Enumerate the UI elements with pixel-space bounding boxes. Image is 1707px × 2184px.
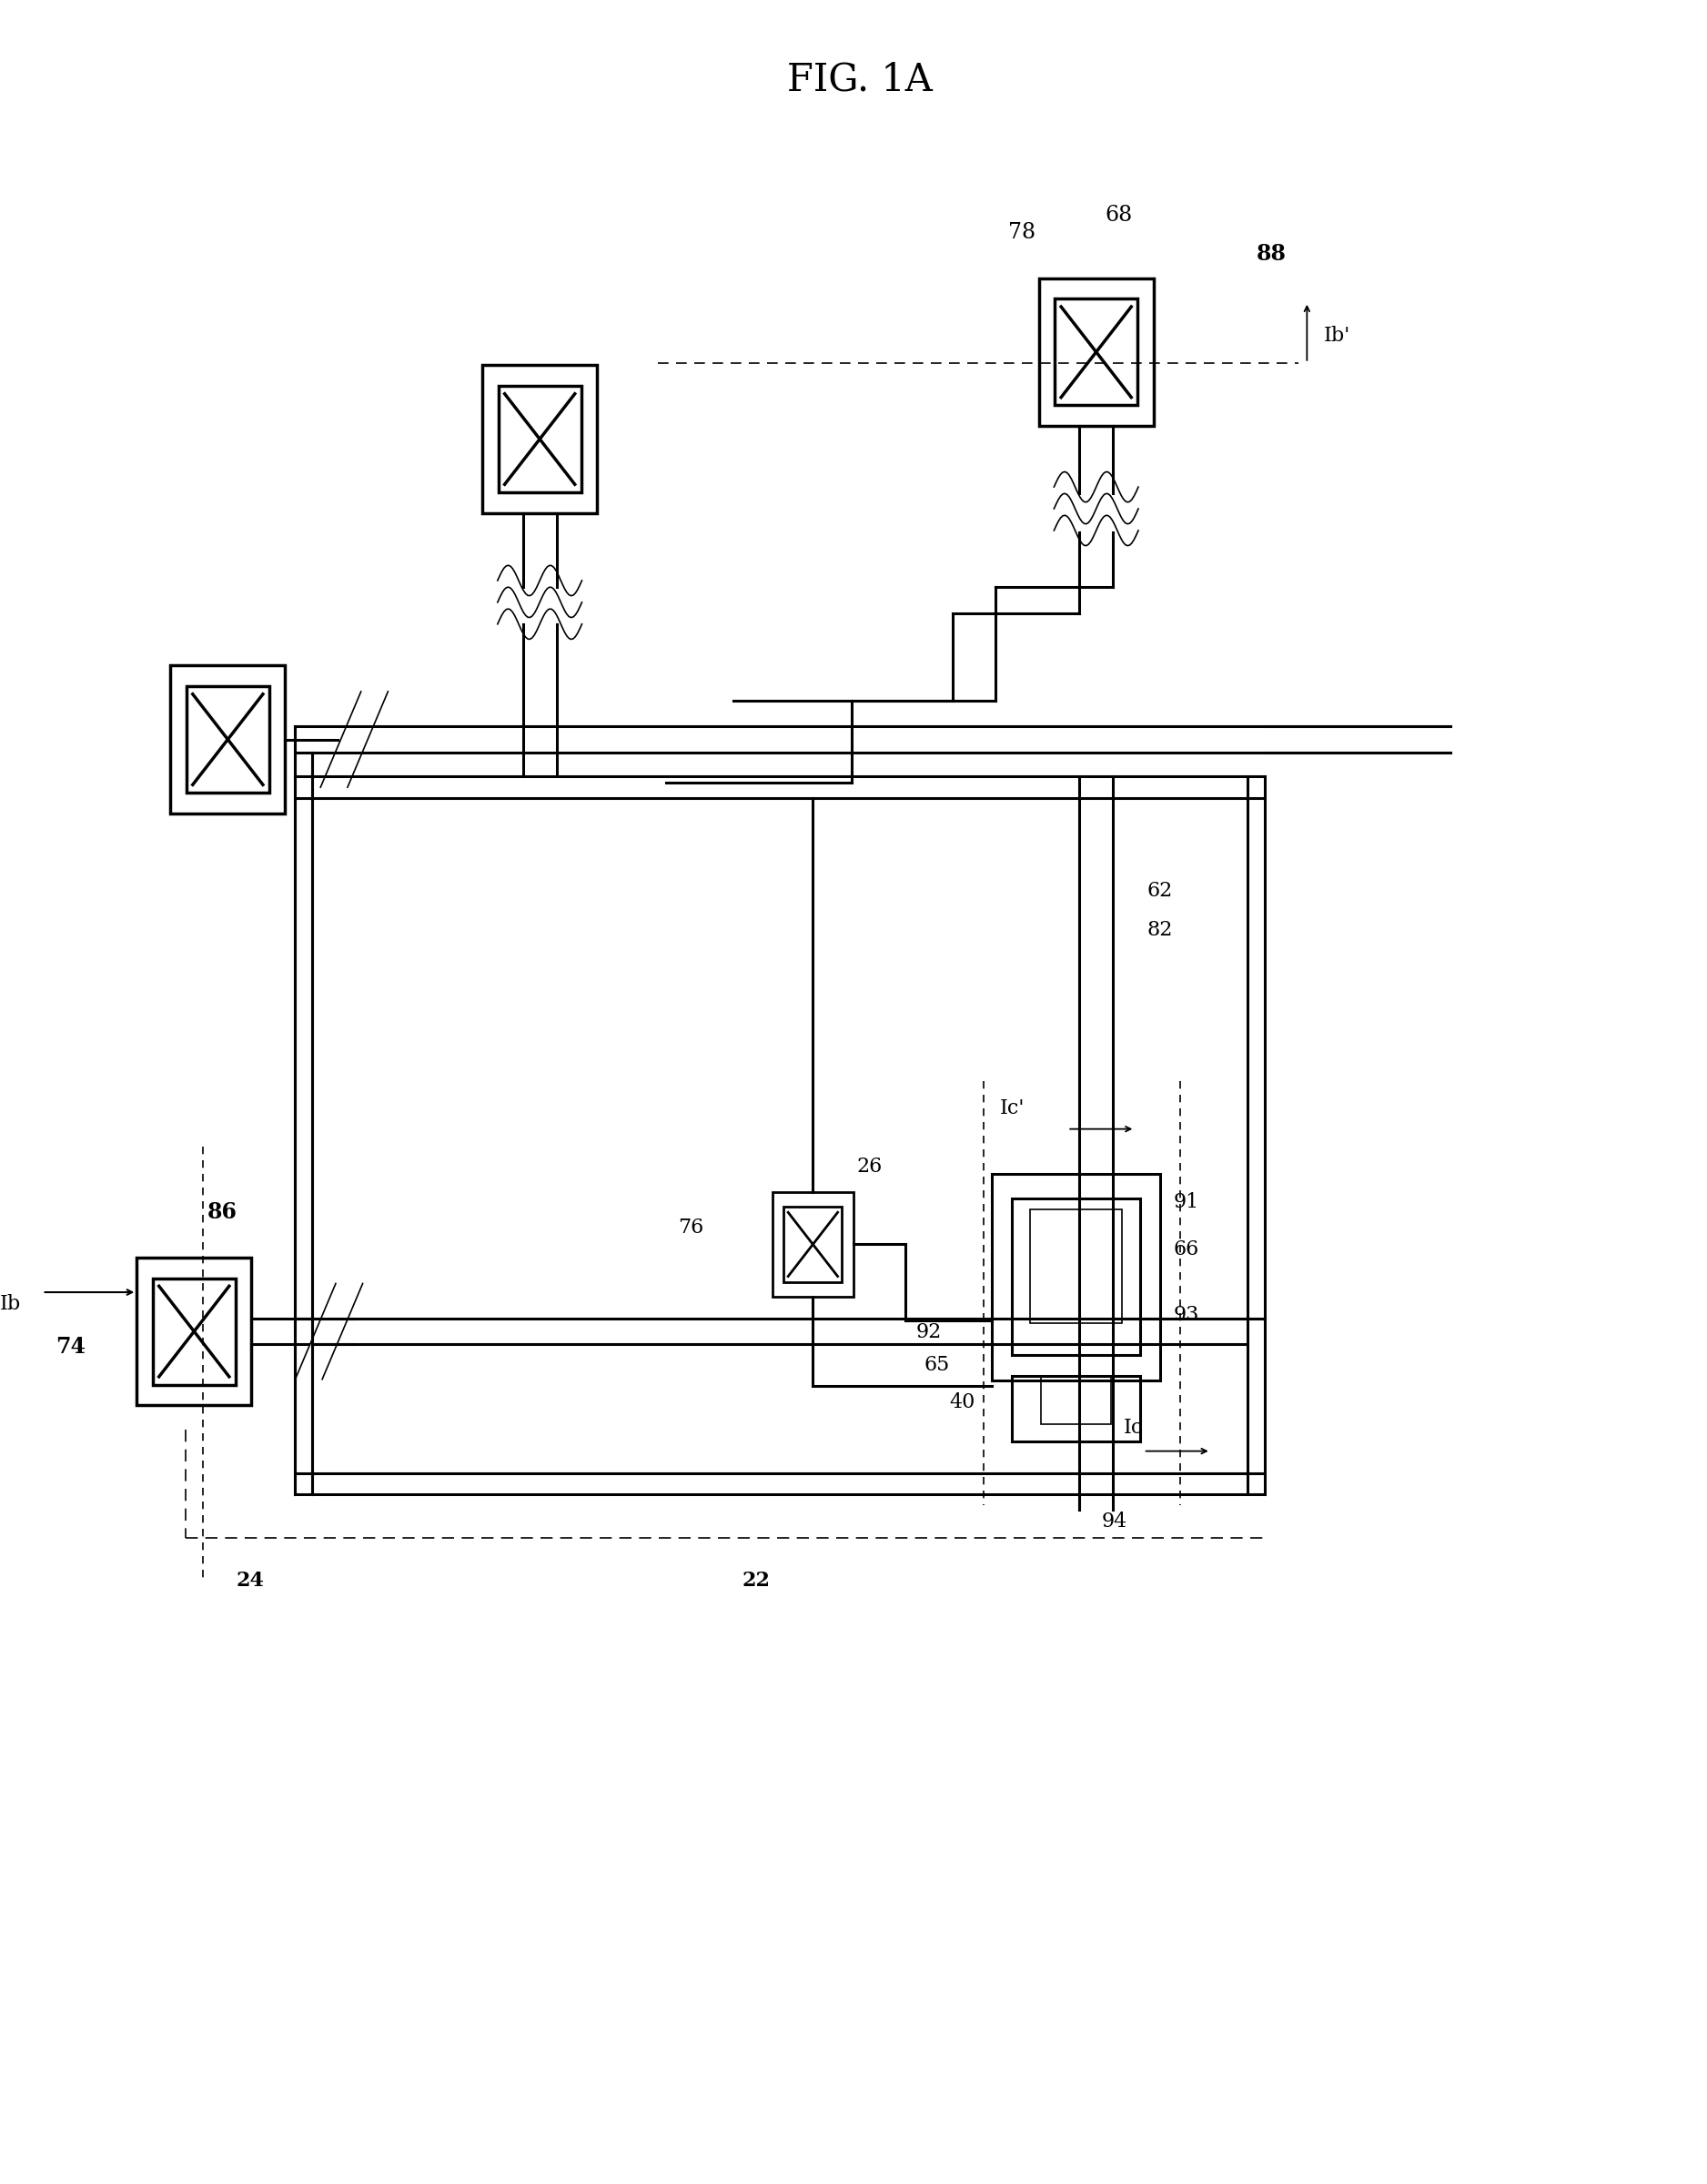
Text: 76: 76	[678, 1219, 703, 1238]
Bar	[1012, 1376, 1140, 1441]
Text: 91: 91	[1174, 1192, 1200, 1212]
Text: 62: 62	[1147, 880, 1173, 900]
Text: 93: 93	[1174, 1306, 1200, 1326]
Text: 92: 92	[915, 1324, 942, 1343]
Text: 40: 40	[949, 1391, 975, 1413]
Text: Ib': Ib'	[1325, 325, 1350, 345]
Text: Ib: Ib	[0, 1295, 20, 1315]
Bar	[773, 1192, 854, 1297]
Bar	[154, 1278, 236, 1385]
Text: 94: 94	[1101, 1511, 1127, 1531]
Bar	[784, 1208, 842, 1282]
Bar	[186, 686, 270, 793]
Text: 88: 88	[1256, 242, 1287, 264]
Text: FIG. 1A: FIG. 1A	[787, 61, 932, 98]
Text: 82: 82	[1147, 919, 1173, 939]
Text: 65: 65	[923, 1354, 949, 1376]
Text: 66: 66	[1174, 1241, 1200, 1260]
Text: 24: 24	[236, 1570, 265, 1590]
Bar	[1040, 277, 1154, 426]
Bar	[171, 666, 285, 812]
Text: 78: 78	[1009, 223, 1036, 242]
Text: Ic': Ic'	[1000, 1099, 1026, 1118]
Bar	[1055, 299, 1137, 406]
Bar	[1012, 1199, 1140, 1356]
Text: Ic: Ic	[1123, 1417, 1142, 1439]
Bar	[1029, 1210, 1121, 1324]
Text: 74: 74	[56, 1337, 85, 1358]
Bar	[498, 387, 580, 491]
Text: 86: 86	[208, 1201, 237, 1223]
Text: 22: 22	[743, 1570, 770, 1590]
Text: 26: 26	[857, 1158, 883, 1177]
Text: 68: 68	[1104, 205, 1132, 225]
Bar	[1041, 1376, 1111, 1424]
Bar	[992, 1173, 1161, 1380]
Bar	[137, 1258, 251, 1406]
Bar	[483, 365, 597, 513]
